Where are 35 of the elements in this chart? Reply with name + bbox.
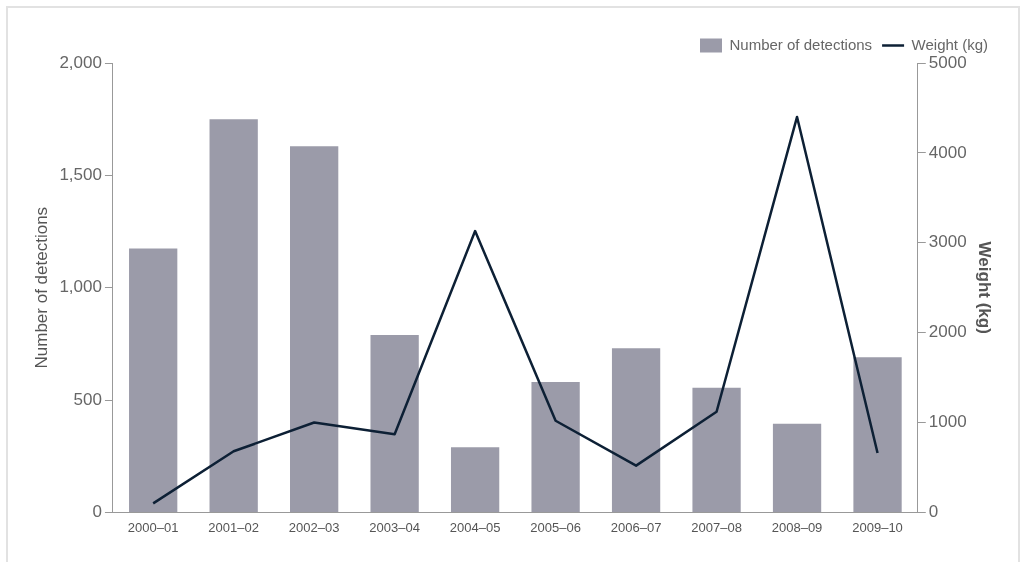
- y-tick-label: 1,000: [59, 277, 102, 297]
- bar: [611, 348, 661, 512]
- x-tick-label: 2001–02: [208, 519, 259, 535]
- y2-tick-label: 3000: [928, 232, 967, 252]
- bar: [290, 146, 339, 512]
- x-tick-label: 2004–05: [449, 519, 501, 535]
- x-tick-label: 2006–07: [610, 519, 662, 535]
- y-axis-title: Number of detections: [31, 206, 51, 369]
- y2-tick-label: 1000: [928, 412, 967, 432]
- y-tick-label: 1,500: [59, 165, 102, 185]
- y2-tick-label: 2000: [928, 322, 967, 342]
- bar: [370, 334, 419, 512]
- bar: [531, 382, 580, 512]
- y-tick-label: 500: [73, 389, 102, 409]
- bar: [772, 423, 822, 512]
- x-tick-label: 2000–01: [127, 519, 179, 535]
- bar: [129, 248, 178, 512]
- x-tick-label: 2003–04: [369, 519, 420, 535]
- bar: [853, 357, 902, 512]
- x-tick-label: 2008–09: [771, 519, 823, 535]
- x-tick-label: 2009–10: [852, 519, 903, 535]
- x-tick-label: 2002–03: [288, 519, 340, 535]
- y-tick-label: 0: [92, 502, 102, 522]
- bar: [692, 387, 741, 512]
- y2-tick-label: 0: [928, 502, 939, 522]
- bar: [450, 447, 500, 512]
- y2-tick-label: 4000: [928, 142, 967, 162]
- x-tick-label: 2005–06: [530, 519, 581, 535]
- y-tick-label: 2,000: [59, 52, 102, 72]
- legend-label: Number of detections: [729, 35, 873, 53]
- x-tick-label: 2007–08: [691, 519, 742, 535]
- legend-label: Weight (kg): [911, 35, 989, 53]
- bar: [209, 119, 258, 512]
- y2-tick-label: 5000: [928, 52, 967, 72]
- y2-axis-title: Weight (kg): [975, 241, 995, 334]
